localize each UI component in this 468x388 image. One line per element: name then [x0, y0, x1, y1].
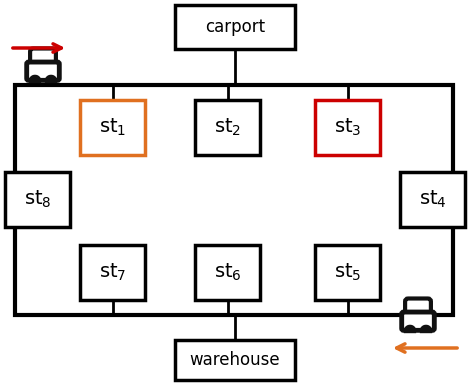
Text: $\mathrm{st}_{3}$: $\mathrm{st}_{3}$	[334, 117, 361, 138]
FancyBboxPatch shape	[402, 312, 434, 330]
Wedge shape	[406, 327, 414, 331]
Bar	[195, 100, 260, 155]
Bar	[15, 85, 453, 315]
Text: $\mathrm{st}_{4}$: $\mathrm{st}_{4}$	[418, 189, 446, 210]
Bar	[5, 172, 70, 227]
Text: carport: carport	[205, 18, 265, 36]
Bar	[80, 245, 145, 300]
Text: $\mathrm{st}_{7}$: $\mathrm{st}_{7}$	[99, 262, 126, 283]
Wedge shape	[47, 77, 55, 81]
Bar	[315, 100, 380, 155]
Bar	[400, 172, 465, 227]
Bar	[195, 245, 260, 300]
FancyBboxPatch shape	[27, 62, 59, 80]
Text: $\mathrm{st}_{8}$: $\mathrm{st}_{8}$	[24, 189, 51, 210]
Wedge shape	[422, 327, 430, 331]
Text: $\mathrm{st}_{2}$: $\mathrm{st}_{2}$	[214, 117, 241, 138]
Bar	[175, 340, 295, 380]
Text: $\mathrm{st}_{1}$: $\mathrm{st}_{1}$	[99, 117, 126, 138]
FancyBboxPatch shape	[405, 298, 431, 314]
Bar	[80, 100, 145, 155]
FancyBboxPatch shape	[30, 48, 56, 64]
Text: warehouse: warehouse	[190, 351, 280, 369]
Text: $\mathrm{st}_{5}$: $\mathrm{st}_{5}$	[334, 262, 361, 283]
Wedge shape	[31, 77, 39, 81]
Bar	[315, 245, 380, 300]
Text: $\mathrm{st}_{6}$: $\mathrm{st}_{6}$	[213, 262, 241, 283]
Bar	[175, 5, 295, 49]
